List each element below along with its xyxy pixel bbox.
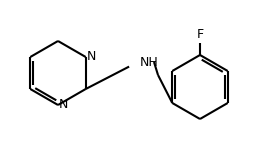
Text: NH: NH [140, 55, 159, 69]
Text: N: N [87, 51, 96, 64]
Text: N: N [59, 98, 68, 111]
Text: F: F [197, 28, 203, 41]
